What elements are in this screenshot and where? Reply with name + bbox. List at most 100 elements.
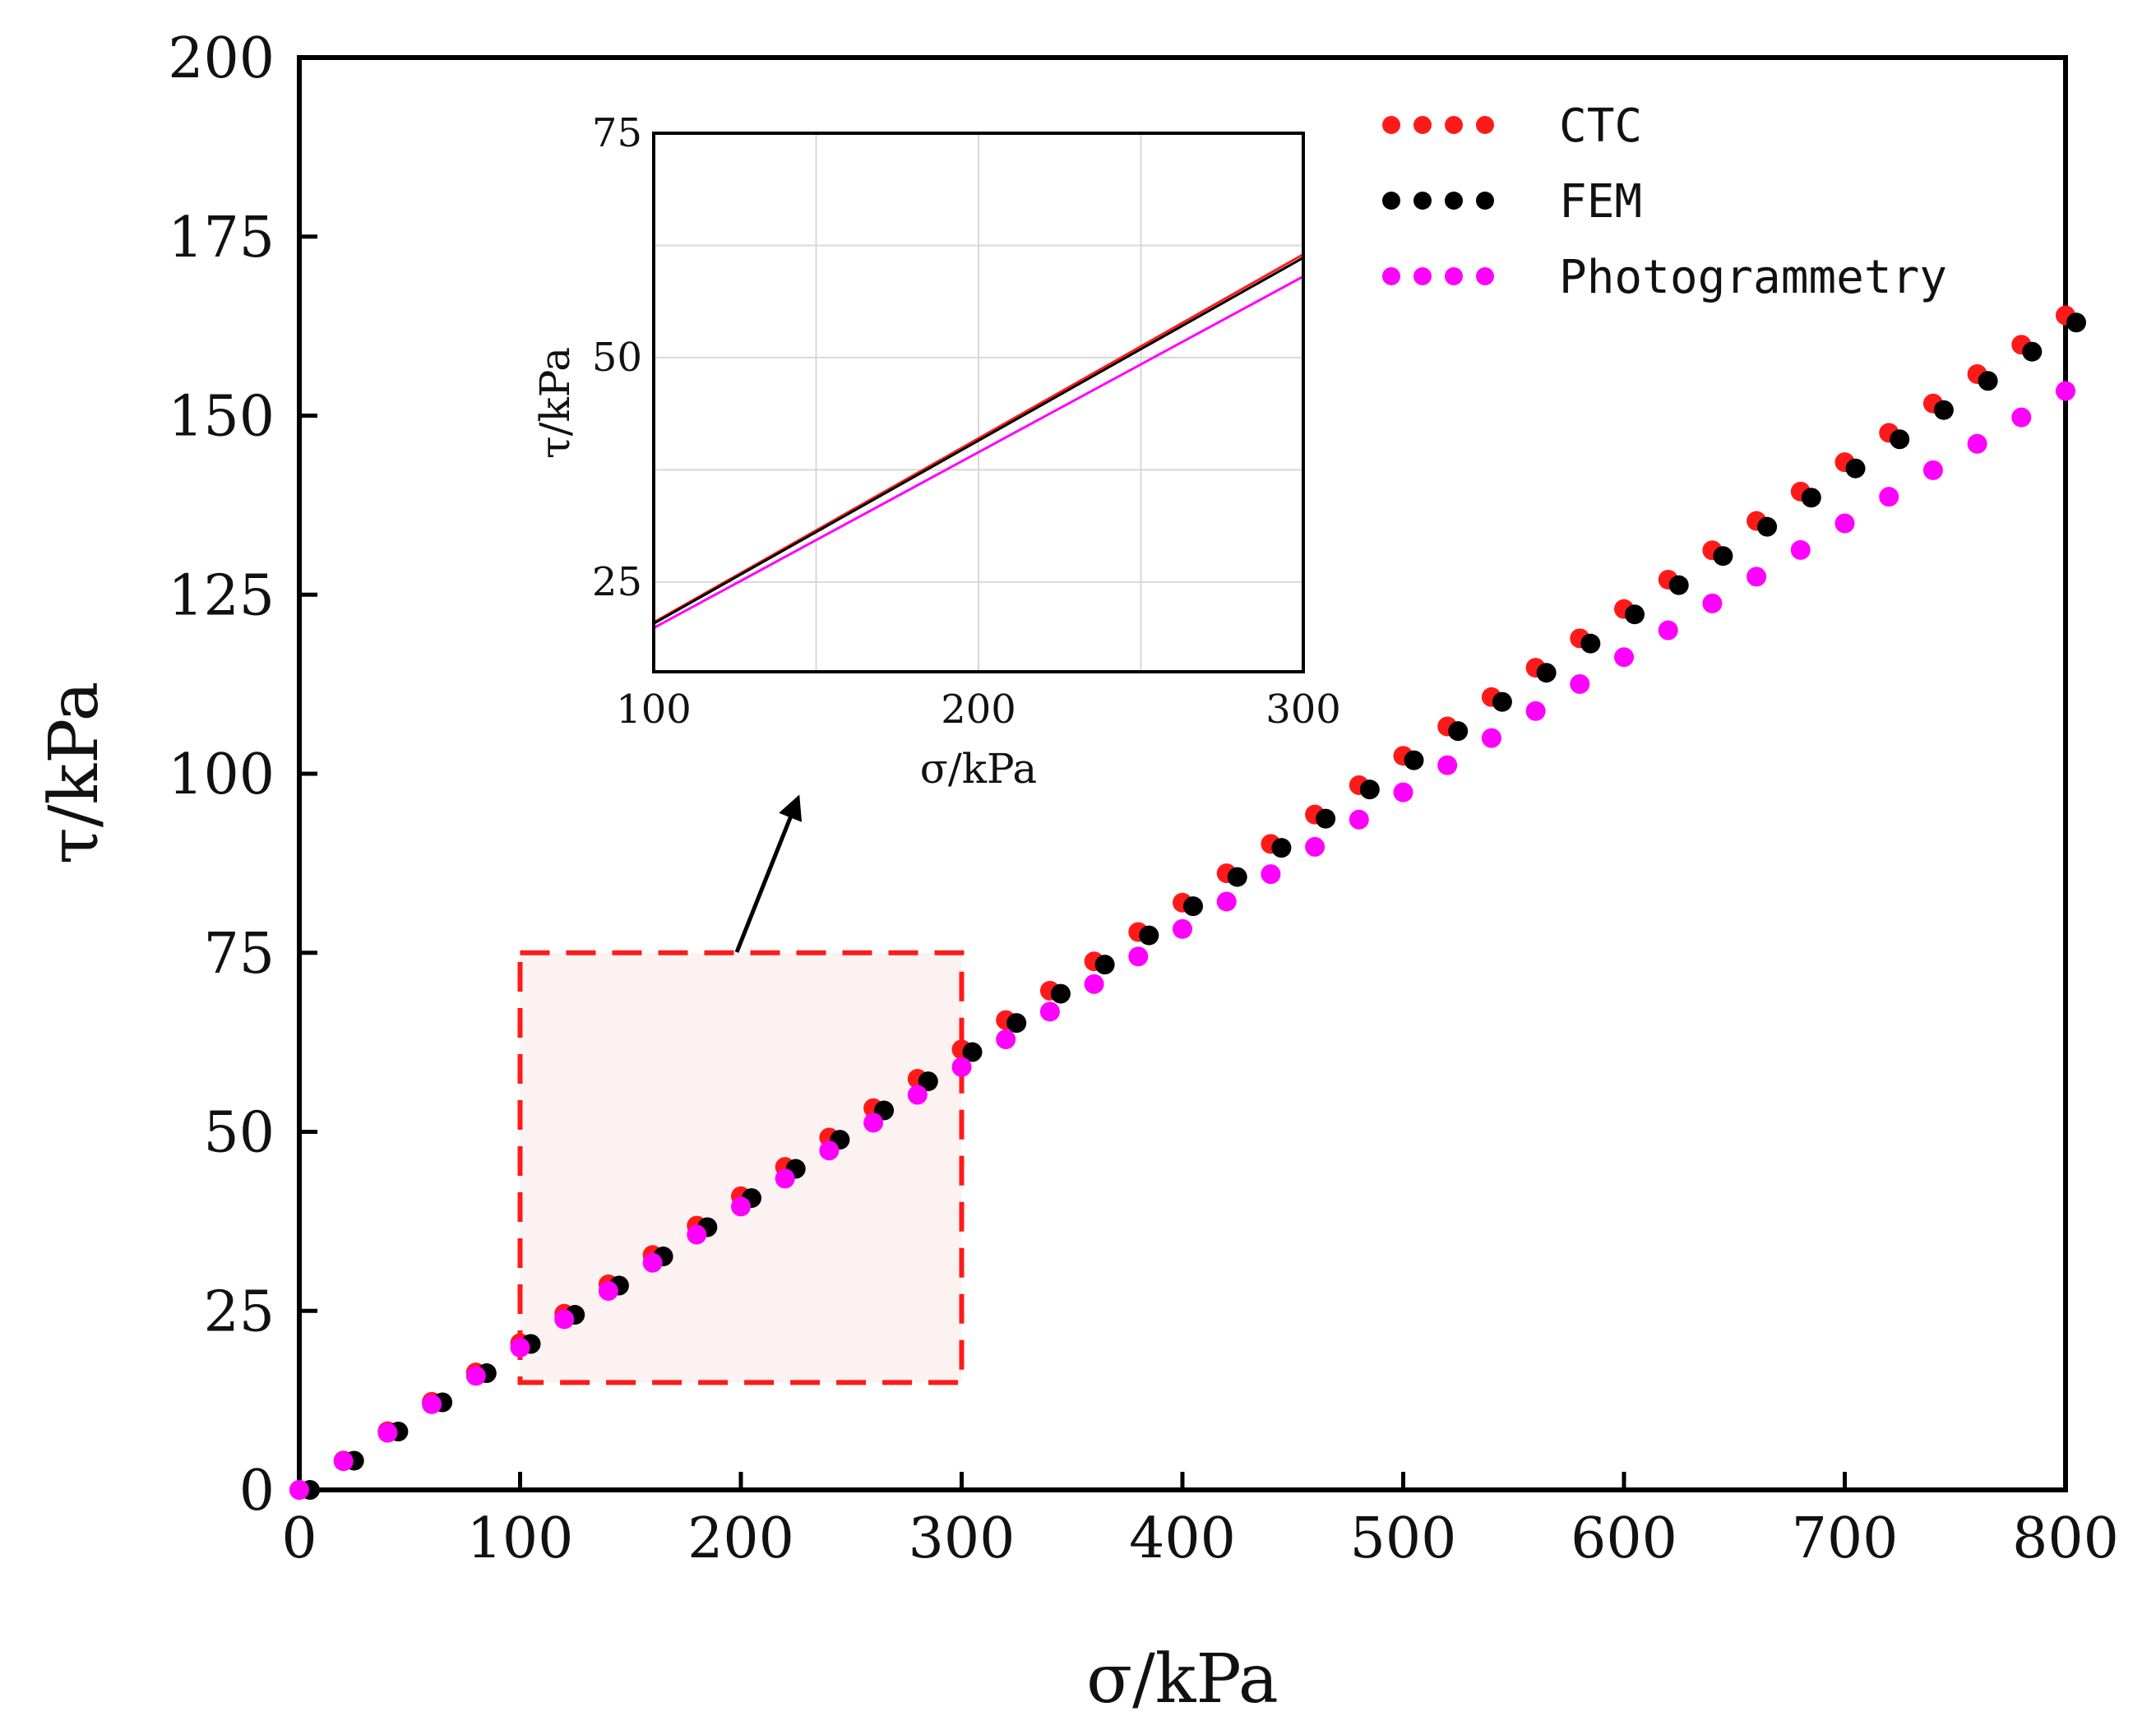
- data-point: [1580, 633, 1601, 654]
- data-point: [996, 1029, 1016, 1050]
- data-point: [1271, 838, 1292, 858]
- data-point: [1349, 809, 1369, 830]
- data-point: [1084, 974, 1104, 994]
- y-tick-label: 125: [168, 563, 275, 628]
- legend-marker: [1413, 267, 1432, 285]
- main-data-points: [289, 305, 2086, 1500]
- x-tick-label: 500: [1350, 1506, 1457, 1571]
- legend-marker: [1382, 192, 1400, 210]
- data-point: [1790, 539, 1811, 560]
- data-point: [642, 1252, 663, 1273]
- data-point: [1039, 1001, 1060, 1022]
- data-point: [1757, 516, 1778, 537]
- data-point: [1481, 728, 1501, 748]
- x-tick-label: 100: [467, 1506, 574, 1571]
- data-point: [2022, 341, 2043, 362]
- y-tick-label: 25: [203, 1279, 275, 1344]
- legend-label: CTC: [1559, 99, 1642, 153]
- data-point: [289, 1480, 309, 1500]
- data-point: [1227, 867, 1247, 887]
- data-point: [1536, 663, 1557, 683]
- data-point: [1747, 567, 1767, 587]
- data-point: [554, 1309, 575, 1330]
- data-point: [1437, 755, 1458, 775]
- inset-x-tick-label: 200: [941, 687, 1016, 733]
- inset-line-ctc: [653, 253, 1304, 624]
- data-point: [2056, 381, 2075, 401]
- data-point: [1094, 955, 1115, 975]
- data-point: [598, 1281, 618, 1302]
- data-point: [465, 1366, 486, 1386]
- legend-marker: [1413, 116, 1432, 134]
- legend-marker: [1476, 192, 1494, 210]
- data-point: [819, 1140, 840, 1161]
- legend-marker: [1445, 192, 1463, 210]
- data-point: [731, 1196, 751, 1217]
- legend-marker: [1382, 116, 1400, 134]
- data-point: [863, 1112, 884, 1133]
- legend-label: FEM: [1559, 175, 1642, 229]
- data-point: [1173, 918, 1192, 939]
- inset-y-tick-label: 75: [592, 110, 642, 156]
- data-point: [377, 1422, 398, 1443]
- x-tick-label: 0: [281, 1506, 317, 1571]
- legend-label: Photogrammetry: [1559, 251, 1947, 304]
- y-tick-label: 175: [168, 206, 275, 271]
- inset-series-lines: [653, 253, 1304, 630]
- legend-marker: [1445, 267, 1463, 285]
- data-point: [1834, 513, 1855, 534]
- zoom-arrow: [734, 794, 803, 953]
- data-point: [1492, 692, 1512, 712]
- data-point: [1316, 808, 1336, 829]
- inset-line-photogrammetry: [653, 275, 1304, 630]
- inset-y-tick-label: 25: [592, 559, 642, 605]
- main-y-axis-title: τ/kPa: [35, 681, 113, 864]
- legend-marker: [1413, 192, 1432, 210]
- data-point: [1216, 891, 1237, 912]
- data-point: [1261, 864, 1281, 885]
- inset-line-fem: [653, 257, 1304, 625]
- data-point: [333, 1451, 354, 1472]
- inset-tick-labels: 100 200 300 25 50 75: [592, 110, 1341, 733]
- inset-x-axis-title: σ/kPa: [920, 745, 1037, 793]
- legend: CTC FEM Photogrammetry: [1382, 99, 1947, 304]
- data-point: [1845, 458, 1866, 479]
- zoom-region-box: [517, 950, 965, 1385]
- data-point: [1006, 1013, 1027, 1034]
- data-point: [775, 1168, 795, 1189]
- inset-y-tick-label: 50: [592, 335, 642, 381]
- data-point: [1658, 620, 1678, 641]
- inset-x-tick-label: 300: [1265, 687, 1341, 733]
- data-point: [1933, 400, 1954, 420]
- data-point: [510, 1337, 530, 1358]
- inset-plot-frame: [652, 132, 1305, 673]
- data-point: [1393, 782, 1413, 803]
- x-tick-label: 400: [1129, 1506, 1236, 1571]
- y-tick-label: 0: [239, 1459, 275, 1524]
- data-point: [1922, 460, 1943, 480]
- legend-marker: [1382, 267, 1400, 285]
- legend-item-fem: FEM: [1382, 175, 1642, 229]
- x-tick-label: 200: [687, 1506, 794, 1571]
- data-point: [1404, 750, 1424, 770]
- data-point: [1668, 575, 1689, 595]
- data-point: [1801, 488, 1821, 508]
- x-tick-label: 700: [1792, 1506, 1899, 1571]
- legend-marker: [1476, 116, 1494, 134]
- legend-marker: [1476, 267, 1494, 285]
- data-point: [1625, 604, 1645, 625]
- series-photogrammetry: [289, 381, 2075, 1500]
- y-tick-label: 200: [168, 26, 275, 91]
- data-point: [1713, 546, 1733, 567]
- x-tick-label: 300: [909, 1506, 1016, 1571]
- data-point: [1359, 779, 1380, 800]
- data-point: [962, 1042, 983, 1062]
- data-point: [2011, 407, 2032, 428]
- inset-grid: [654, 133, 1303, 672]
- y-tick-label: 75: [203, 922, 275, 987]
- data-point: [1890, 429, 1910, 450]
- data-point: [907, 1085, 928, 1105]
- data-point: [1967, 433, 1987, 454]
- inset-x-tick-label: 100: [616, 687, 692, 733]
